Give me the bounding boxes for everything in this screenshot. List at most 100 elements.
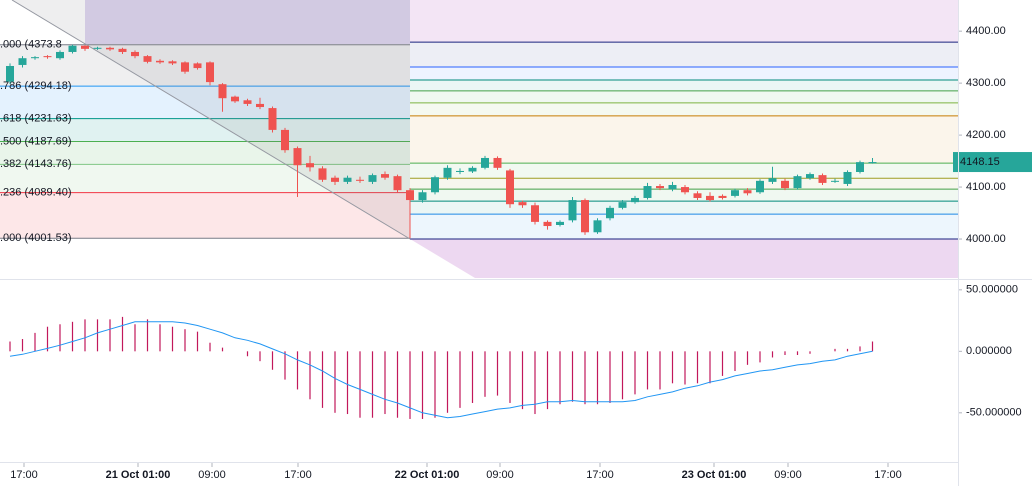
candle-body xyxy=(318,168,327,180)
plot-layer xyxy=(0,41,958,419)
candle-body xyxy=(556,221,564,225)
fib-band xyxy=(0,164,410,193)
candle-body xyxy=(706,195,714,201)
fib2-band xyxy=(410,214,958,240)
candle-body xyxy=(443,167,452,178)
x-tick-label: 17:00 xyxy=(284,469,312,481)
candle-body xyxy=(43,56,52,58)
x-tick-label: 17:00 xyxy=(586,469,614,481)
candle-body xyxy=(68,45,77,52)
fib2-band xyxy=(410,163,958,179)
candle-body xyxy=(143,56,152,62)
candle-body xyxy=(493,157,502,168)
fib2-top-zone xyxy=(410,0,958,42)
y-tick-label: 4400.00 xyxy=(966,25,1006,37)
trend-line xyxy=(11,0,411,240)
candle-body xyxy=(743,190,752,194)
fib2-bottom-zone xyxy=(410,239,958,278)
fib-level-label: .500 (4187.69) xyxy=(0,135,72,147)
fib-level-label: .618 (4231.63) xyxy=(0,113,72,125)
fib2-band xyxy=(410,201,958,215)
x-tick-label: 22 Oct 01:00 xyxy=(395,469,460,481)
x-tick-label: 21 Oct 01:00 xyxy=(106,469,171,481)
candle-body xyxy=(481,157,489,168)
fib-band xyxy=(0,86,410,119)
candle-body xyxy=(643,186,652,198)
candle-body xyxy=(468,167,477,172)
candle-body xyxy=(831,180,839,182)
main-pane xyxy=(0,0,958,279)
signal-line xyxy=(9,321,873,419)
candle-body xyxy=(656,186,664,189)
x-tick-label: 23 Oct 01:00 xyxy=(682,469,747,481)
candle-body xyxy=(106,47,114,50)
candle-body xyxy=(118,48,127,52)
fib-band xyxy=(0,192,410,239)
candle-body xyxy=(818,175,827,183)
candle-body xyxy=(856,162,864,172)
y-tick-label: 4300.00 xyxy=(966,77,1006,89)
candle-body xyxy=(331,177,339,182)
y-tick-label: 4200.00 xyxy=(966,129,1006,141)
candle-body xyxy=(193,63,202,69)
y-tick-label: 50.000000 xyxy=(966,284,1018,296)
fib-top-zone xyxy=(85,0,410,44)
candle-body xyxy=(18,58,27,65)
candle-body xyxy=(243,100,252,104)
candle-body xyxy=(631,197,639,203)
candle-body xyxy=(156,60,164,63)
candle-body xyxy=(506,170,514,205)
fib2-band xyxy=(410,102,958,116)
candle-body xyxy=(268,108,277,130)
candle-body xyxy=(693,193,702,198)
candle-body xyxy=(531,205,539,222)
fib-level-label: .786 (4294.18) xyxy=(0,80,72,92)
fib2-band xyxy=(410,115,958,164)
x-tick-label: 09:00 xyxy=(774,469,802,481)
fib2-band xyxy=(410,90,958,103)
candle-body xyxy=(306,163,314,168)
candle-body xyxy=(56,51,64,59)
candle-body xyxy=(31,57,39,59)
y-tick-label: 4000.00 xyxy=(966,233,1006,245)
fib-level-label: .000 (4373.8 xyxy=(0,39,62,51)
fib2-band xyxy=(410,80,958,91)
candle-body xyxy=(456,170,464,172)
candle-body xyxy=(168,61,177,64)
fib2-band xyxy=(410,178,958,190)
candle-body xyxy=(756,180,764,193)
last-price-box xyxy=(953,152,1032,173)
candle-body xyxy=(231,96,239,102)
candle-body xyxy=(781,180,789,189)
candle-body xyxy=(81,45,89,49)
fib2-band xyxy=(410,67,958,81)
candle-body xyxy=(181,62,189,72)
fib-band xyxy=(0,44,410,87)
candle-body xyxy=(581,200,589,233)
candle-body xyxy=(131,51,139,57)
fib-level-label: .382 (4143.76) xyxy=(0,158,72,170)
candle-body xyxy=(393,176,402,191)
candle-body xyxy=(768,178,777,182)
candle-body xyxy=(793,176,802,189)
candle-body xyxy=(718,195,727,198)
candle-body xyxy=(843,171,852,184)
candle-body xyxy=(618,202,627,208)
candle-body xyxy=(606,207,614,219)
candle-body xyxy=(281,129,289,151)
candle-body xyxy=(206,62,214,83)
candle-body xyxy=(681,187,689,193)
candle-body xyxy=(256,103,264,108)
candle-body xyxy=(731,190,739,196)
candle-body xyxy=(868,162,877,164)
candle-body xyxy=(218,84,227,99)
candle-body xyxy=(293,148,302,166)
candle-body xyxy=(406,190,414,201)
candle-body xyxy=(431,177,439,193)
x-tick-label: 17:00 xyxy=(10,469,38,481)
x-tick-label: 09:00 xyxy=(198,469,226,481)
candle-body xyxy=(356,179,364,181)
fib2-band xyxy=(410,189,958,202)
candle-body xyxy=(418,192,427,201)
